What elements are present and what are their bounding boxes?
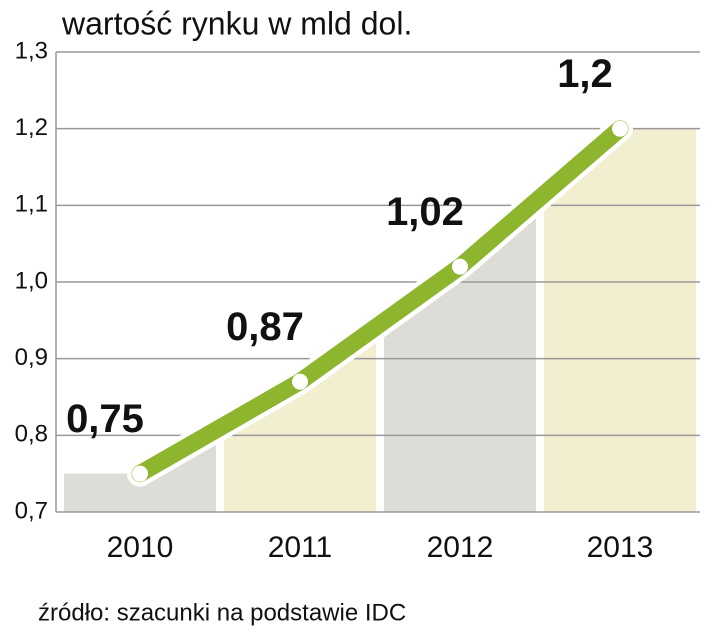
column (544, 128, 696, 512)
value-label: 1,2 (557, 52, 613, 96)
x-tick-label: 2012 (427, 531, 494, 564)
point (612, 120, 628, 137)
point (132, 465, 148, 482)
x-tick-label: 2010 (107, 531, 174, 564)
y-tick-label: 0,8 (15, 421, 48, 448)
y-tick-label: 1,3 (15, 37, 48, 64)
y-tick-label: 1,1 (15, 191, 48, 218)
value-label: 1,02 (386, 190, 464, 234)
x-tick-label: 2011 (268, 531, 333, 564)
point (452, 258, 468, 275)
y-tick-label: 1,2 (15, 114, 48, 141)
y-tick-label: 1,0 (15, 267, 48, 294)
chart-title: wartość rynku w mld dol. (61, 5, 412, 41)
point (292, 373, 308, 390)
value-label: 0,87 (226, 305, 304, 349)
y-tick-label: 0,7 (15, 497, 48, 524)
source-note: źródło: szacunki na podstawie IDC (38, 599, 406, 626)
value-label: 0,75 (66, 397, 144, 441)
y-tick-label: 0,9 (15, 344, 48, 371)
x-tick-label: 2013 (587, 531, 654, 564)
line (131, 120, 629, 483)
